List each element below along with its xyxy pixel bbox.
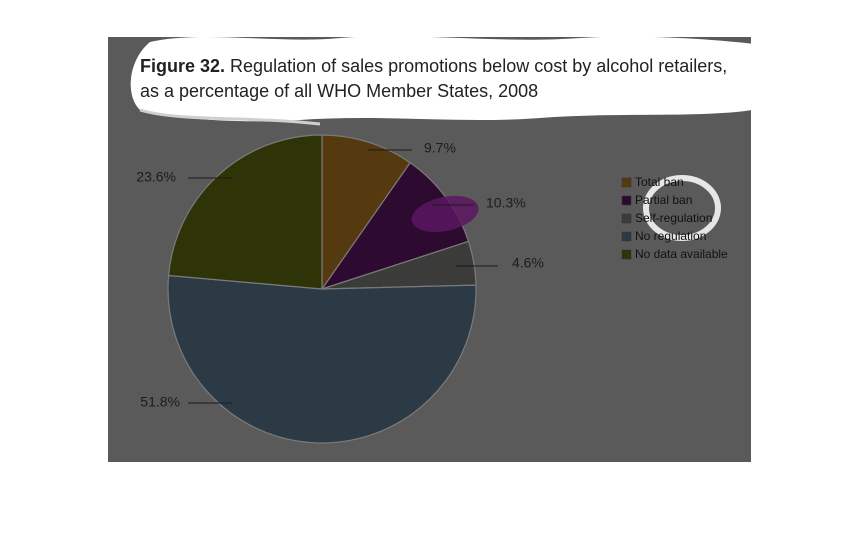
data-label: 9.7% (424, 140, 456, 156)
legend-swatch (621, 213, 632, 224)
data-label: 23.6% (136, 169, 176, 185)
pie-slice-total-ban (321, 134, 411, 291)
data-label: 10.3% (486, 195, 526, 211)
legend-swatch (621, 177, 632, 188)
legend-label: No regulation (635, 229, 706, 243)
legend-label: Self-regulation (635, 211, 712, 225)
legend-swatch (621, 195, 632, 206)
title-text: Regulation of sales promotions below cos… (225, 56, 728, 76)
pie-slice-no-regulation (167, 274, 477, 444)
legend-label: No data available (635, 247, 728, 261)
figure-label: Figure 32. (140, 56, 226, 76)
data-label: 4.6% (512, 255, 544, 271)
data-label: 51.8% (140, 394, 180, 410)
legend-swatch (621, 231, 632, 242)
legend-swatch (621, 249, 632, 260)
chart-title: Figure 32. Regulation of sales promotion… (140, 54, 727, 104)
legend: Total ban Partial ban Self-regulation No re… (621, 175, 728, 261)
highlight-ring (643, 175, 721, 241)
pie-slices (167, 134, 479, 444)
legend-label: Partial ban (635, 193, 692, 207)
pie-slice-no-data-available (167, 134, 323, 290)
title-line2: as a percentage of all WHO Member States… (140, 81, 539, 101)
legend-label: Total ban (635, 175, 684, 189)
pie-labels: 9.7% 10.3% 4.6% 51.8% 23.6% (136, 140, 544, 410)
title-highlight (130, 36, 765, 126)
